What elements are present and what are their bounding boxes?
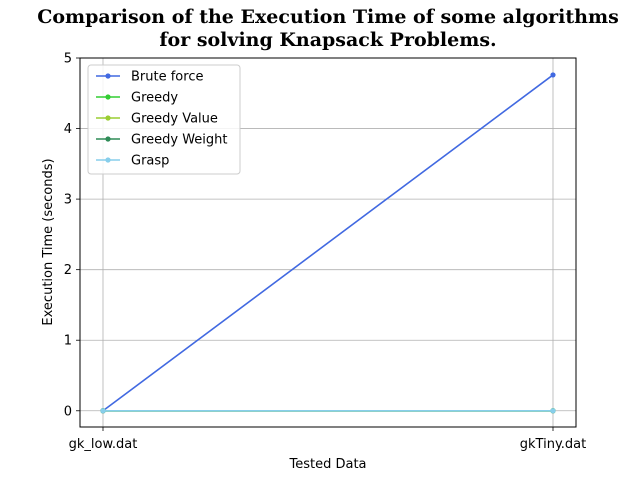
x-tick-label: gk_low.dat (69, 437, 138, 452)
y-tick-label: 4 (64, 122, 72, 137)
legend-label: Grasp (131, 154, 169, 169)
chart-title-line-1: Comparison of the Execution Time of some… (37, 6, 619, 28)
chart-title-line-2: for solving Knapsack Problems. (159, 29, 496, 51)
legend-swatch-marker (105, 136, 111, 142)
legend-label: Greedy Value (131, 112, 218, 127)
legend-item: Brute force (96, 70, 203, 85)
x-axis-ticks: gk_low.dat gkTiny.dat (69, 427, 586, 452)
y-axis-label: Execution Time (seconds) (41, 158, 56, 325)
legend-label: Greedy (131, 91, 178, 106)
series-line (102, 74, 554, 412)
legend-item: Greedy Weight (96, 133, 228, 148)
y-tick-label: 3 (64, 193, 72, 208)
series-lines (100, 72, 556, 414)
y-tick-label: 5 (64, 52, 72, 67)
legend-label: Greedy Weight (131, 133, 228, 148)
legend-swatch-marker (105, 115, 111, 121)
series-grasp (100, 408, 556, 414)
legend-item: Greedy Value (96, 112, 218, 127)
legend-box (87, 64, 241, 175)
legend-swatch-marker (105, 157, 111, 163)
data-point (100, 408, 106, 414)
plot-frame (79, 57, 577, 428)
legend-label: Brute force (131, 70, 203, 85)
legend-item: Grasp (96, 154, 169, 169)
x-tick-label: gkTiny.dat (520, 437, 586, 452)
legend-swatch-marker (105, 94, 111, 100)
legend-swatch-marker (105, 73, 111, 79)
data-point (550, 72, 556, 78)
data-point (550, 408, 556, 414)
y-tick-label: 2 (64, 263, 72, 278)
y-axis-ticks: 0 1 2 3 4 5 (64, 52, 80, 419)
legend-item: Greedy (96, 91, 178, 106)
y-tick-label: 1 (64, 334, 72, 349)
y-tick-label: 0 (64, 404, 72, 419)
x-axis-label: Tested Data (288, 457, 366, 472)
legend: Brute force Greedy Greedy Value Greedy Weig… (87, 64, 241, 175)
